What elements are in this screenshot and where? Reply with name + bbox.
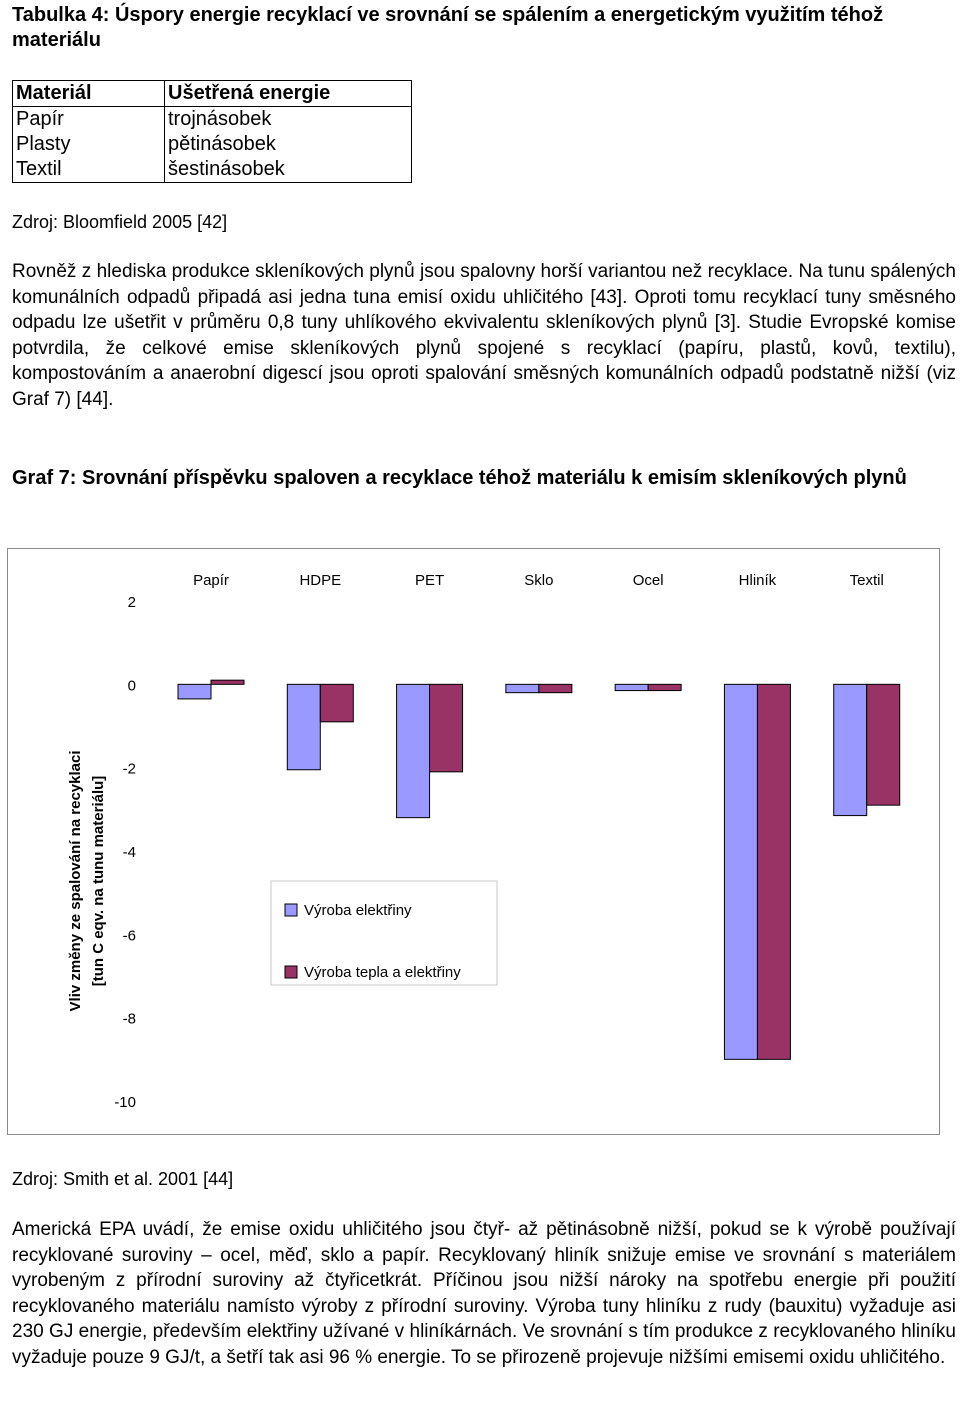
y-tick-label: -2 <box>123 761 136 778</box>
y-tick-label: -6 <box>123 927 136 944</box>
table-cell: trojnásobek <box>168 108 272 130</box>
legend-swatch <box>284 903 298 917</box>
bar-výroba-elektřiny <box>177 683 212 700</box>
table-cell: Papír <box>12 106 165 132</box>
table-header-material: Materiál <box>12 80 165 107</box>
paragraph-emissions: Rovněž z hlediska produkce skleníkových … <box>12 261 956 410</box>
energy-savings-table: Materiál Ušetřená energie Papír trojnáso… <box>12 80 412 183</box>
bar-výroba-elektřiny <box>286 683 321 771</box>
bar-výroba-tepla-a-elektřiny <box>866 683 901 806</box>
bar-výroba-elektřiny <box>614 683 649 692</box>
y-tick-label: 2 <box>128 594 136 611</box>
chart-svg: 2 0 -2 -4 -6 -8 -10 Vliv změny ze spalování na … <box>67 572 901 1111</box>
category-label: Sklo <box>524 572 553 589</box>
table-row: Textil šestinásobek <box>12 157 412 183</box>
legend-box <box>270 880 498 986</box>
y-axis-label-unit: [tun C eqv. na tunu materiálu] <box>90 776 107 987</box>
paragraph-epa: Americká EPA uvádí, že emise oxidu uhlič… <box>12 1219 956 1368</box>
bar-výroba-tepla-a-elektřiny <box>429 683 464 773</box>
table-header-energy: Ušetřená energie <box>164 80 412 107</box>
bar-výroba-tepla-a-elektřiny <box>756 683 791 1060</box>
category-label: HDPE <box>299 572 341 589</box>
table-header-row: Materiál Ušetřená energie <box>12 80 412 107</box>
table-cell: pětinásobek <box>168 133 276 155</box>
graph-title: Graf 7: Srovnání příspěvku spaloven a re… <box>12 467 907 489</box>
category-label: Hliník <box>739 572 777 589</box>
category-label: Papír <box>193 572 229 589</box>
category-label: Textil <box>850 572 884 589</box>
graph-source: Zdroj: Smith et al. 2001 [44] <box>12 1169 234 1189</box>
table-cell: šestinásobek <box>168 158 285 180</box>
bar-výroba-tepla-a-elektřiny <box>538 683 573 694</box>
table-source: Zdroj: Bloomfield 2005 [42] <box>12 212 228 232</box>
y-tick-label: -4 <box>123 844 136 861</box>
y-axis-label: Vliv změny ze spalování na recyklaci <box>67 751 84 1012</box>
bar-výroba-tepla-a-elektřiny <box>319 683 354 723</box>
y-tick-label: -10 <box>114 1094 136 1111</box>
legend-label: Výroba elektřiny <box>304 902 412 919</box>
category-label: Ocel <box>633 572 664 589</box>
bar-výroba-elektřiny <box>833 683 868 817</box>
table-row: Plasty pětinásobek <box>12 132 412 157</box>
bar-výroba-elektřiny <box>396 683 431 819</box>
table-cell: Textil <box>12 157 165 183</box>
legend-swatch <box>284 965 298 979</box>
legend-label: Výroba tepla a elektřiny <box>304 964 461 981</box>
bar-chart: 2 0 -2 -4 -6 -8 -10 Vliv změny ze spalování na … <box>7 548 940 1135</box>
bar-výroba-elektřiny <box>723 683 758 1060</box>
table-cell: Plasty <box>12 132 165 157</box>
bar-výroba-elektřiny <box>505 683 540 694</box>
y-tick-label: 0 <box>128 677 136 694</box>
table-row: Papír trojnásobek <box>12 106 412 132</box>
table-title: Tabulka 4: Úspory energie recyklací ve s… <box>12 4 884 51</box>
category-label: PET <box>415 572 444 589</box>
y-tick-label: -8 <box>123 1011 136 1028</box>
bar-výroba-tepla-a-elektřiny <box>210 679 245 685</box>
bar-výroba-tepla-a-elektřiny <box>647 683 682 692</box>
